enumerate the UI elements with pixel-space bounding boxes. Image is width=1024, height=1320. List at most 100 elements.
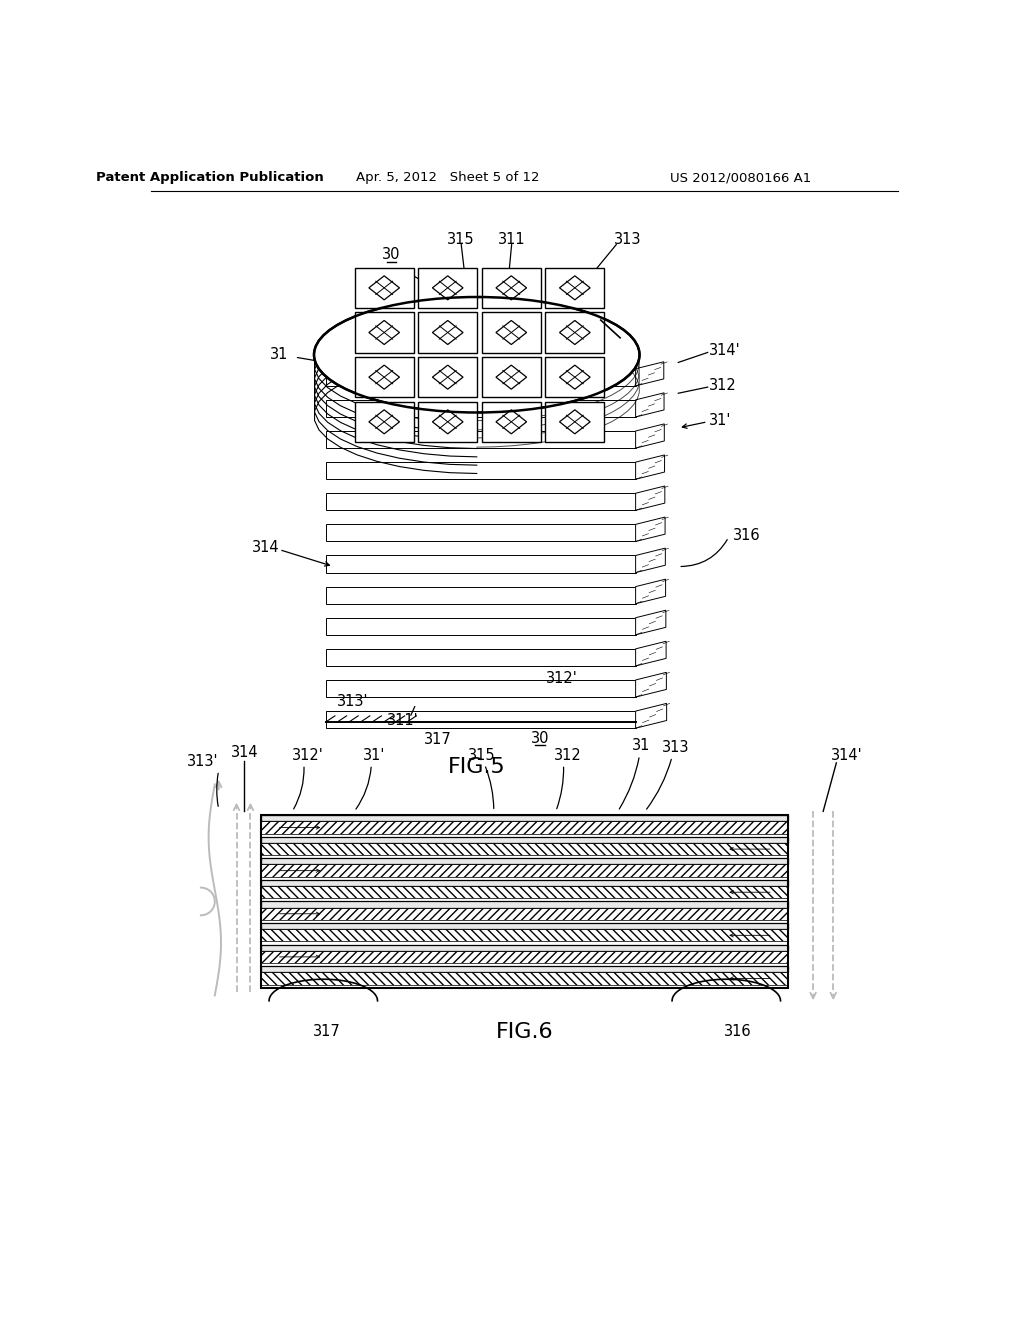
- Bar: [326, 680, 636, 697]
- Text: 31: 31: [270, 347, 289, 362]
- Text: 315: 315: [447, 232, 475, 247]
- Bar: [546, 401, 604, 442]
- Bar: [354, 268, 414, 308]
- Text: 315: 315: [468, 747, 496, 763]
- Polygon shape: [636, 579, 666, 603]
- Polygon shape: [369, 366, 399, 389]
- Bar: [261, 964, 788, 966]
- Bar: [546, 313, 604, 352]
- Bar: [326, 368, 636, 385]
- Polygon shape: [636, 642, 666, 667]
- Bar: [261, 966, 788, 973]
- Bar: [418, 358, 477, 397]
- Text: 317: 317: [313, 1024, 341, 1039]
- Bar: [261, 902, 788, 908]
- Text: 314: 314: [230, 744, 258, 759]
- Bar: [326, 649, 636, 667]
- Polygon shape: [559, 409, 590, 434]
- Bar: [261, 985, 788, 987]
- Bar: [261, 821, 788, 834]
- Text: 313: 313: [614, 232, 642, 247]
- Bar: [261, 908, 788, 920]
- Bar: [261, 837, 788, 843]
- Polygon shape: [559, 366, 590, 389]
- Polygon shape: [636, 486, 665, 511]
- Text: 30: 30: [382, 247, 400, 263]
- Bar: [261, 834, 788, 837]
- Bar: [261, 876, 788, 880]
- Text: FIG.5: FIG.5: [447, 756, 506, 776]
- Polygon shape: [636, 393, 664, 417]
- Bar: [261, 923, 788, 929]
- Polygon shape: [636, 424, 665, 447]
- Text: 313': 313': [337, 694, 369, 709]
- Bar: [326, 711, 636, 729]
- Bar: [261, 899, 788, 902]
- Polygon shape: [636, 610, 666, 635]
- Text: FIG.6: FIG.6: [496, 1023, 554, 1043]
- Text: 312': 312': [292, 747, 324, 763]
- Polygon shape: [369, 409, 399, 434]
- Text: 317: 317: [424, 733, 452, 747]
- Polygon shape: [496, 366, 526, 389]
- Bar: [261, 941, 788, 945]
- Bar: [261, 865, 788, 876]
- Polygon shape: [636, 455, 665, 479]
- Text: 314': 314': [830, 747, 862, 763]
- Bar: [261, 843, 788, 855]
- Bar: [326, 400, 636, 417]
- Bar: [326, 556, 636, 573]
- Text: 314': 314': [710, 343, 741, 359]
- Bar: [261, 920, 788, 923]
- Bar: [482, 401, 541, 442]
- Polygon shape: [559, 321, 590, 345]
- Bar: [261, 950, 788, 964]
- Text: Patent Application Publication: Patent Application Publication: [95, 172, 324, 185]
- Bar: [261, 886, 788, 899]
- Bar: [482, 268, 541, 308]
- Polygon shape: [496, 321, 526, 345]
- Polygon shape: [369, 276, 399, 300]
- Ellipse shape: [314, 297, 640, 412]
- Bar: [354, 313, 414, 352]
- Polygon shape: [432, 276, 463, 300]
- Text: US 2012/0080166 A1: US 2012/0080166 A1: [670, 172, 811, 185]
- Bar: [261, 855, 788, 858]
- Bar: [326, 524, 636, 541]
- Bar: [326, 586, 636, 603]
- Bar: [326, 462, 636, 479]
- Polygon shape: [496, 409, 526, 434]
- Text: 31: 31: [632, 738, 650, 754]
- Text: 316: 316: [724, 1024, 752, 1039]
- Text: 31': 31': [710, 413, 731, 428]
- Text: 311: 311: [498, 232, 525, 247]
- Text: 313: 313: [663, 741, 690, 755]
- Text: 30: 30: [531, 731, 550, 746]
- Polygon shape: [636, 362, 664, 385]
- Polygon shape: [559, 276, 590, 300]
- Bar: [418, 401, 477, 442]
- Bar: [326, 618, 636, 635]
- Polygon shape: [636, 704, 667, 729]
- Bar: [261, 945, 788, 950]
- Polygon shape: [432, 409, 463, 434]
- Polygon shape: [369, 321, 399, 345]
- Text: 312: 312: [710, 378, 737, 393]
- Bar: [261, 858, 788, 865]
- Bar: [261, 929, 788, 941]
- Text: 311': 311': [387, 713, 419, 729]
- Bar: [482, 313, 541, 352]
- Text: 31': 31': [362, 747, 385, 763]
- Bar: [261, 816, 788, 987]
- Bar: [261, 973, 788, 985]
- Text: 312: 312: [554, 747, 582, 763]
- Text: 313': 313': [187, 754, 219, 768]
- Text: 314: 314: [252, 540, 280, 554]
- Bar: [418, 268, 477, 308]
- Bar: [418, 313, 477, 352]
- Bar: [326, 494, 636, 511]
- Bar: [546, 268, 604, 308]
- Bar: [261, 880, 788, 886]
- Bar: [326, 432, 636, 447]
- Text: 316: 316: [732, 528, 760, 544]
